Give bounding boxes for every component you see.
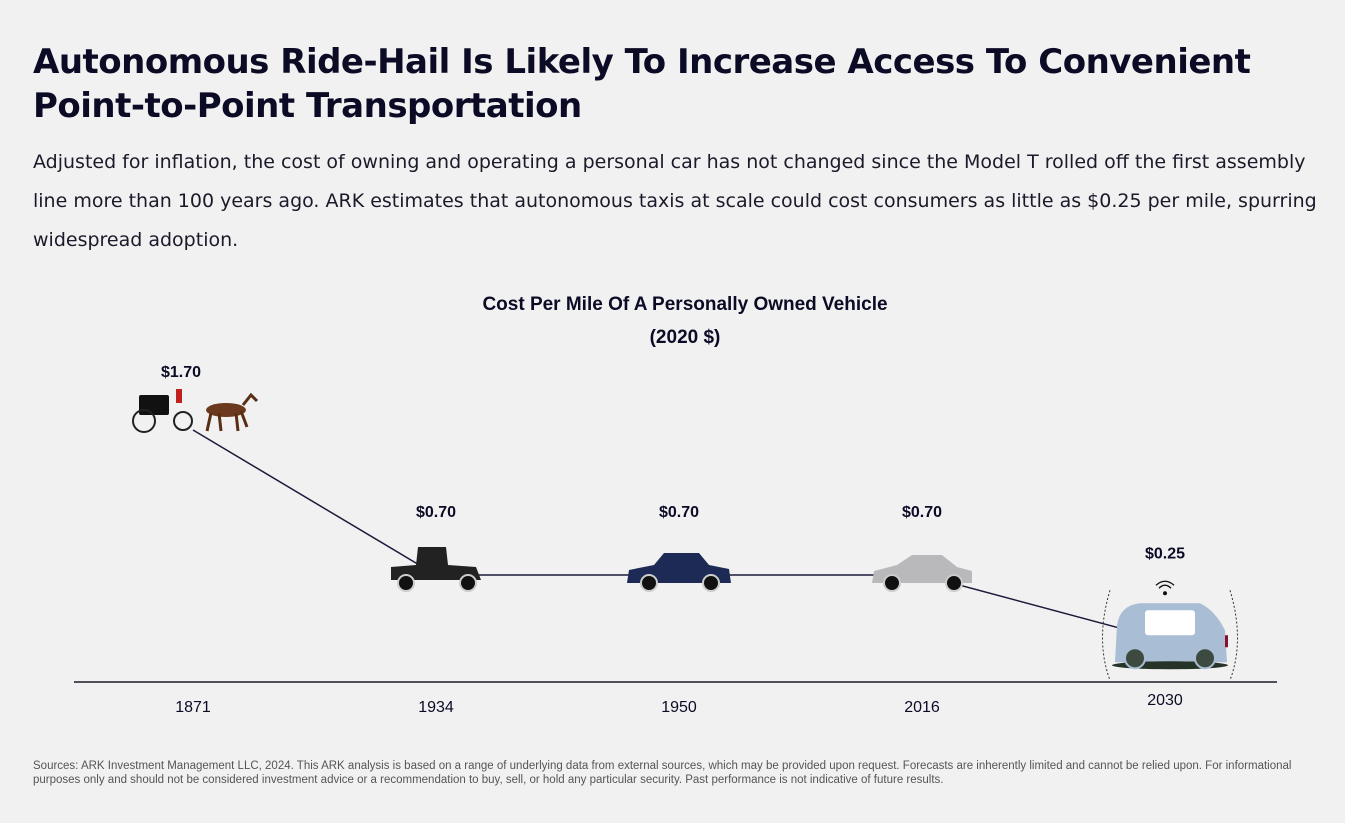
model-a-car-icon	[391, 547, 481, 592]
x-tick-label: 2016	[904, 699, 940, 716]
horse-carriage-icon	[132, 389, 259, 433]
x-tick-label: 1950	[661, 699, 697, 716]
series-line	[192, 429, 1166, 641]
data-label: $0.25	[1145, 545, 1185, 562]
x-tick-label: 2030	[1147, 692, 1183, 709]
autonomous-van-icon	[1102, 580, 1238, 681]
page-subtitle: Adjusted for inflation, the cost of owni…	[33, 151, 1317, 251]
chart-title: Cost Per Mile Of A Personally Owned Vehi…	[482, 294, 887, 315]
x-tick-label: 1871	[175, 699, 211, 716]
chart-subtitle: (2020 $)	[650, 327, 721, 348]
data-label: $0.70	[902, 504, 942, 521]
1950s-sedan-icon	[627, 553, 731, 592]
sources-footnote: Sources: ARK Investment Management LLC, …	[33, 760, 1292, 786]
cost-per-mile-chart: Cost Per Mile Of A Personally Owned Vehi…	[74, 294, 1277, 716]
page-title: Autonomous Ride-Hail Is Likely To Increa…	[33, 42, 1251, 126]
data-label: $0.70	[659, 504, 699, 521]
data-label: $1.70	[161, 364, 201, 381]
modern-sedan-icon	[872, 555, 972, 592]
x-tick-label: 1934	[418, 699, 454, 716]
data-label: $0.70	[416, 504, 456, 521]
